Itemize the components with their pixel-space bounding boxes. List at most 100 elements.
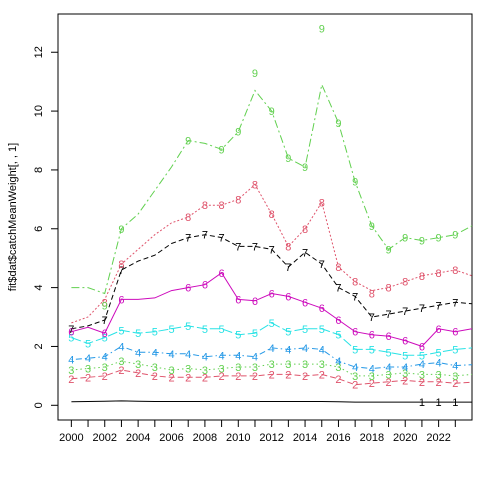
series-8-marker: 8 — [319, 197, 325, 209]
series-2-marker: 2 — [369, 378, 375, 390]
series-2-marker: 2 — [285, 369, 291, 381]
series-4-marker: 4 — [352, 362, 358, 374]
series-8-marker: 8 — [436, 268, 442, 280]
series-4-marker: 4 — [135, 347, 141, 359]
series-3-marker: 3 — [85, 364, 91, 376]
series-3-marker: 3 — [269, 359, 275, 371]
series-group — [71, 82, 473, 403]
series-7-marker: 7 — [419, 303, 425, 315]
series-6-marker: 6 — [369, 330, 375, 342]
series-6-marker: 6 — [452, 327, 458, 339]
series-9-marker: 9 — [285, 153, 291, 165]
series-7-marker: 7 — [319, 259, 325, 271]
series-5-marker: 5 — [252, 328, 258, 340]
series-2-marker: 2 — [85, 372, 91, 384]
series-4-marker: 4 — [436, 358, 442, 370]
series-5-marker: 5 — [385, 347, 391, 359]
series-2-marker: 2 — [269, 369, 275, 381]
series-4-marker: 4 — [335, 356, 341, 368]
series-7-marker: 7 — [102, 315, 108, 327]
series-4-marker: 4 — [168, 349, 174, 361]
series-7-marker: 7 — [452, 297, 458, 309]
series-1-marker: 1 — [419, 397, 425, 409]
series-6-marker: 6 — [219, 268, 225, 280]
series-8-marker: 8 — [102, 297, 108, 309]
series-3-marker: 3 — [252, 362, 258, 374]
series-7-marker: 7 — [436, 300, 442, 312]
series-2-marker: 2 — [135, 368, 141, 380]
series-2-marker: 2 — [419, 377, 425, 389]
series-3-marker: 3 — [68, 365, 74, 377]
series-3-marker: 3 — [185, 364, 191, 376]
series-8-marker: 8 — [335, 262, 341, 274]
series-9-marker: 9 — [269, 106, 275, 118]
series-4-marker: 4 — [152, 347, 158, 359]
series-4-marker: 4 — [235, 350, 241, 362]
series-8-marker: 8 — [402, 277, 408, 289]
marker-layer: 1 1 12 2 2 2 2 2 2 2 2 2 2 2 2 2 2 2 2 2 2 2 2 2 2 23 3 3 3 3 3 3 3 3 3 3 3 3… — [68, 24, 458, 409]
series-7-marker: 7 — [385, 309, 391, 321]
series-8-marker: 8 — [302, 224, 308, 236]
series-5-marker: 5 — [452, 344, 458, 356]
series-2-marker: 2 — [235, 371, 241, 383]
series-9-line — [71, 82, 473, 295]
x-tick-label: 2018 — [360, 432, 384, 444]
series-4-marker: 4 — [85, 353, 91, 365]
series-9-marker: 9 — [219, 144, 225, 156]
series-7-line — [71, 234, 473, 330]
series-6-marker: 6 — [68, 327, 74, 339]
series-3-marker: 3 — [219, 364, 225, 376]
x-tick-label: 2020 — [393, 432, 417, 444]
series-4-marker: 4 — [385, 362, 391, 374]
series-9-marker: 9 — [352, 177, 358, 189]
series-5-marker: 5 — [419, 350, 425, 362]
y-tick-label: 8 — [33, 167, 45, 173]
x-tick-label: 2016 — [326, 432, 350, 444]
series-3-marker: 3 — [168, 365, 174, 377]
y-axis-label: fit$dat$catchMeanWeight[, , 1] — [7, 143, 19, 291]
series-5-marker: 5 — [352, 344, 358, 356]
series-9-marker: 9 — [335, 118, 341, 130]
series-4-marker: 4 — [452, 361, 458, 373]
series-4-line — [71, 345, 473, 370]
series-4-marker: 4 — [68, 355, 74, 367]
series-8-marker: 8 — [202, 200, 208, 212]
series-1-marker: 1 — [436, 397, 442, 409]
series-5-marker: 5 — [219, 324, 225, 336]
series-9-marker: 9 — [185, 136, 191, 148]
series-6-marker: 6 — [352, 327, 358, 339]
series-6-marker: 6 — [302, 297, 308, 309]
series-9-marker: 9 — [452, 230, 458, 242]
series-6-marker: 6 — [235, 294, 241, 306]
series-3-marker: 3 — [452, 371, 458, 383]
series-9-marker: 9 — [118, 224, 124, 236]
series-3-line — [71, 360, 473, 377]
y-tick-label: 0 — [33, 402, 45, 408]
series-2-marker: 2 — [352, 380, 358, 392]
series-6-line — [71, 272, 473, 347]
series-9-marker: 9 — [252, 68, 258, 80]
series-8-marker: 8 — [385, 283, 391, 295]
series-6-marker: 6 — [252, 296, 258, 308]
series-5-marker: 5 — [102, 333, 108, 345]
series-3-marker: 3 — [436, 369, 442, 381]
x-tick-label: 2006 — [159, 432, 183, 444]
series-2-marker: 2 — [152, 371, 158, 383]
series-3-marker: 3 — [352, 371, 358, 383]
series-5-line — [71, 322, 473, 356]
series-7-marker: 7 — [68, 324, 74, 336]
x-axis: 2000 2002 2004 2006 2008 2010 2012 2014 2016 2018… — [59, 419, 456, 444]
series-9-marker: 9 — [302, 162, 308, 174]
series-3-marker: 3 — [202, 365, 208, 377]
series-8-marker: 8 — [452, 265, 458, 277]
y-tick-label: 4 — [33, 285, 45, 291]
series-4-marker: 4 — [269, 343, 275, 355]
series-8-line — [71, 183, 473, 324]
series-7-marker: 7 — [235, 241, 241, 253]
y-tick-label: 12 — [33, 46, 45, 58]
series-5-marker: 5 — [85, 339, 91, 351]
series-5-marker: 5 — [235, 330, 241, 342]
series-8-marker: 8 — [118, 259, 124, 271]
series-3-marker: 3 — [419, 369, 425, 381]
series-7-marker: 7 — [185, 233, 191, 245]
